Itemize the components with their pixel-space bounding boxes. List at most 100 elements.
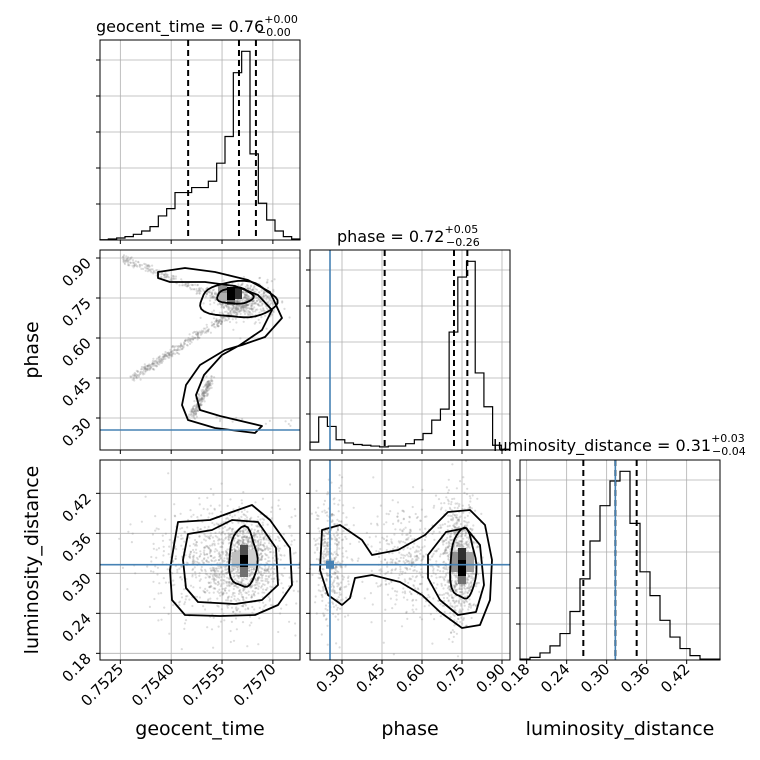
geocent-time-vs-phase-sample [195, 330, 198, 333]
geocent-time-vs-phase-sample [252, 300, 255, 303]
geocent-time-vs-phase-sample [208, 383, 211, 386]
geocent-time-vs-phase-sample [199, 331, 202, 334]
geocent-time-vs-luminosity-distance-sample [237, 571, 241, 575]
phase-vs-luminosity-distance-sample [333, 535, 336, 538]
geocent-time-vs-phase-sample [242, 290, 245, 293]
phase-vs-luminosity-distance-sample [455, 538, 458, 541]
phase-vs-luminosity-distance-sample [391, 552, 394, 555]
geocent-time-vs-phase-sample [213, 320, 217, 323]
phase-vs-luminosity-distance-sample [467, 590, 470, 593]
geocent-time-vs-luminosity-distance-sample [207, 575, 210, 578]
geocent-time-vs-luminosity-distance-sample [250, 621, 253, 624]
geocent-time-vs-luminosity-distance-sample [263, 569, 267, 572]
phase-vs-luminosity-distance-sample [432, 581, 435, 585]
geocent-time-vs-phase-sample [146, 264, 149, 267]
geocent-time-vs-phase-sample [272, 310, 275, 314]
geocent-time-vs-luminosity-distance-sample [229, 533, 232, 537]
geocent-time-vs-luminosity-distance-sample [185, 561, 188, 564]
geocent-time-vs-luminosity-distance-sample [244, 604, 247, 607]
phase-vs-luminosity-distance-sample [449, 536, 452, 539]
geocent-time-vs-phase-sample [242, 310, 245, 313]
phase-vs-luminosity-distance-sample [435, 560, 438, 563]
geocent-time-vs-luminosity-distance-sample [238, 543, 241, 547]
geocent-time-vs-luminosity-distance-sample [264, 535, 267, 538]
geocent-time-vs-phase-sample [192, 404, 196, 408]
phase-vs-luminosity-distance-sample [395, 594, 398, 597]
geocent-time-vs-phase-sample [209, 383, 212, 386]
geocent-time-vs-luminosity-distance-sample [213, 508, 216, 511]
geocent-time-vs-phase-sample [198, 292, 201, 295]
geocent-time-vs-luminosity-distance-sample [234, 607, 238, 610]
geocent-time-vs-luminosity-distance-sample [156, 566, 159, 569]
geocent-time-vs-phase-sample [258, 277, 261, 280]
geocent-time-vs-phase-sample [158, 360, 161, 363]
geocent-time-vs-phase-sample [244, 294, 248, 297]
geocent-time-vs-luminosity-distance-sample [257, 529, 260, 532]
geocent-time-vs-phase-sample [204, 327, 207, 330]
geocent-time-vs-phase-sample [240, 306, 243, 309]
geocent-time-vs-luminosity-distance-sample [263, 536, 266, 539]
geocent-time-vs-luminosity-distance-sample [217, 523, 220, 526]
geocent-time-vs-phase-sample [149, 366, 152, 369]
geocent-time-vs-phase-sample [154, 271, 157, 274]
phase-vs-luminosity-distance-sample [447, 478, 450, 481]
geocent-time-vs-phase-sample [158, 360, 161, 363]
phase-vs-luminosity-distance-sample [332, 585, 335, 588]
geocent-time-vs-phase-sample [244, 294, 247, 297]
geocent-time-vs-phase-sample [193, 330, 196, 333]
phase-vs-luminosity-distance-sample [317, 506, 320, 509]
geocent-time-vs-luminosity-distance-sample [226, 599, 229, 602]
geocent-time-vs-phase-sample [209, 381, 212, 385]
geocent-time-vs-phase-sample [132, 266, 135, 269]
geocent-time-vs-luminosity-distance-sample [219, 566, 223, 569]
geocent-time-vs-phase-sample [147, 364, 150, 367]
geocent-time-vs-luminosity-distance-sample [258, 533, 261, 536]
phase-vs-luminosity-distance-sample [334, 576, 337, 580]
geocent-time-vs-luminosity-distance-sample [265, 574, 268, 578]
phase-vs-luminosity-distance-sample [403, 578, 406, 581]
phase-vs-luminosity-distance-sample [446, 525, 449, 528]
geocent-time-vs-luminosity-distance-sample [237, 535, 240, 538]
geocent-time-vs-phase-sample [266, 286, 270, 289]
geocent-time-vs-phase-sample [236, 300, 239, 303]
geocent-time-vs-phase-sample [139, 378, 142, 381]
geocent-time-vs-luminosity-distance-sample [237, 521, 240, 524]
geocent-time-vs-luminosity-distance-sample [193, 560, 197, 563]
phase-vs-luminosity-distance-sample [439, 603, 442, 606]
geocent-time-vs-luminosity-distance-sample [209, 550, 212, 553]
geocent-time-vs-phase-sample [186, 339, 189, 342]
geocent-time-vs-luminosity-distance-sample [233, 592, 236, 595]
geocent-time-vs-phase-sample [244, 306, 247, 309]
geocent-time-vs-luminosity-distance-sample [254, 541, 257, 544]
phase-vs-luminosity-distance-sample [445, 542, 448, 545]
geocent-time-vs-phase-sample [200, 394, 203, 397]
geocent-time-vs-luminosity-distance-sample [196, 526, 199, 529]
geocent-time-vs-luminosity-distance-sample [208, 581, 211, 585]
geocent-time-vs-luminosity-distance-sample [164, 518, 167, 521]
phase-vs-luminosity-distance-sample [337, 543, 340, 546]
geocent-time-vs-phase-sample [178, 284, 181, 287]
geocent-time-vs-phase-sample [235, 306, 238, 309]
geocent-time-vs-luminosity-distance-sample [220, 570, 223, 574]
geocent-time-vs-luminosity-distance-sample [228, 514, 232, 517]
geocent-time-vs-luminosity-distance-sample [266, 568, 269, 571]
geocent-time-vs-luminosity-distance-sample [243, 542, 246, 545]
geocent-time-vs-phase-sample [174, 275, 178, 278]
geocent-time-vs-phase-sample [198, 330, 201, 333]
phase-vs-luminosity-distance-sample [391, 560, 394, 563]
geocent-time-vs-phase-sample [210, 386, 213, 389]
geocent-time-vs-phase-sample [143, 365, 147, 368]
phase-vs-luminosity-distance-sample [380, 570, 383, 573]
phase-vs-luminosity-distance-sample [342, 530, 345, 533]
phase-vs-luminosity-distance-sample [447, 500, 450, 503]
phase-vs-luminosity-distance-sample [441, 523, 444, 526]
geocent-time-vs-phase-sample [203, 394, 206, 397]
geocent-time-vs-luminosity-distance-sample [154, 565, 157, 568]
geocent-time-vs-luminosity-distance-sample [184, 595, 188, 598]
geocent-time-vs-luminosity-distance-sample [212, 566, 215, 570]
geocent-time-vs-phase-sample [192, 408, 195, 411]
phase-vs-luminosity-distance-sample [331, 520, 334, 523]
geocent-time-vs-phase-sample [166, 355, 169, 358]
geocent-time-vs-luminosity-distance-sample [150, 555, 153, 559]
